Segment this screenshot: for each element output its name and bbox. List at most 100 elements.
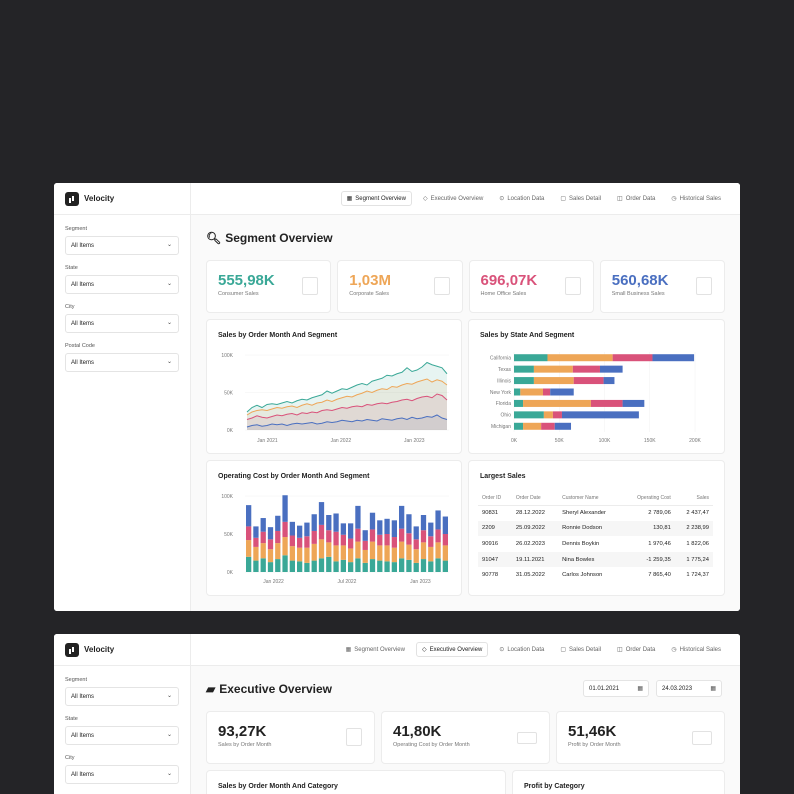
bar-segment[interactable] [377,560,383,572]
bar-segment[interactable] [413,539,419,550]
bar-segment[interactable] [406,544,412,560]
bar-segment[interactable] [318,502,325,525]
bar-segment[interactable] [435,510,441,530]
bar-segment[interactable] [391,562,397,572]
bar-segment[interactable] [253,526,259,538]
bar-segment[interactable] [406,514,412,534]
bar-segment[interactable] [612,354,653,362]
date-from-input[interactable]: 01.01.2021 ▦ [583,680,649,697]
bar-segment[interactable] [406,533,412,545]
brand[interactable]: Velocity [54,183,190,215]
bar-segment[interactable] [442,545,448,561]
bar-segment[interactable] [428,522,434,537]
bar-segment[interactable] [435,558,441,572]
bar-segment[interactable] [391,547,397,563]
bar-segment[interactable] [420,515,427,531]
bar-segment[interactable] [260,558,266,572]
tab-location-data[interactable]: ⊙ Location Data [494,643,549,656]
state-select[interactable]: All Items ⌄ [65,275,179,294]
bar-segment[interactable] [333,531,339,546]
bar-segment[interactable] [362,549,368,563]
bar-segment[interactable] [377,534,383,546]
bar-segment[interactable] [311,514,317,531]
state-select[interactable]: All Items ⌄ [65,726,179,745]
bar-segment[interactable] [541,422,555,430]
bar-segment[interactable] [369,541,376,560]
bar-segment[interactable] [355,528,361,542]
bar-segment[interactable] [304,522,310,537]
bar-segment[interactable] [355,558,361,572]
bar-segment[interactable] [355,541,361,559]
bar-segment[interactable] [282,521,288,538]
bar-segment[interactable] [561,411,639,419]
bar-segment[interactable] [547,354,613,362]
bar-segment[interactable] [246,556,252,572]
column-header[interactable]: Order Date [511,491,559,506]
bar-segment[interactable] [260,518,266,532]
bar-segment[interactable] [267,539,274,550]
bar-segment[interactable] [326,515,332,531]
bar-segment[interactable] [442,534,448,546]
table-row[interactable]: 90831 28.12.2022 Sheryl Alexander 2 789,06 2… [478,505,713,521]
bar-segment[interactable] [399,528,405,542]
bar-segment[interactable] [260,531,266,544]
bar-segment[interactable] [572,365,600,373]
bar-segment[interactable] [362,540,368,550]
table-row[interactable]: 90778 31.05.2022 Carlos Johnson 7 865,40 1 7… [478,567,713,583]
bar-segment[interactable] [406,559,412,572]
bar-segment[interactable] [297,525,303,538]
bar-segment[interactable] [348,523,354,539]
bar-segment[interactable] [289,546,295,561]
bar-segment[interactable] [340,559,346,572]
bar-segment[interactable] [428,546,434,562]
brand[interactable]: Velocity [54,634,190,666]
bar-segment[interactable] [311,530,317,544]
bar-segment[interactable] [435,529,441,543]
bar-segment[interactable] [384,534,390,546]
bar-segment[interactable] [442,516,448,534]
bar-segment[interactable] [514,388,521,396]
bar-segment[interactable] [590,399,623,407]
bar-segment[interactable] [435,542,441,559]
bar-segment[interactable] [384,561,390,572]
bar-segment[interactable] [550,388,574,396]
bar-segment[interactable] [399,541,405,559]
bar-segment[interactable] [599,365,623,373]
bar-segment[interactable] [267,549,274,563]
bar-segment[interactable] [348,538,354,549]
bar-segment[interactable] [573,377,604,385]
bar-segment[interactable] [282,537,288,556]
bar-segment[interactable] [282,555,288,572]
bar-segment[interactable] [652,354,695,362]
bar-segment[interactable] [399,558,405,572]
bar-segment[interactable] [552,411,562,419]
bar-segment[interactable] [355,505,361,529]
bar-segment[interactable] [275,530,281,544]
bar-segment[interactable] [554,422,572,430]
bar-segment[interactable] [413,526,419,540]
bar-segment[interactable] [253,560,259,572]
bar-segment[interactable] [289,560,295,572]
bar-segment[interactable] [362,530,368,541]
bar-segment[interactable] [246,505,252,527]
bar-segment[interactable] [340,545,346,560]
column-header[interactable]: Order ID [478,491,512,506]
table-row[interactable]: 90916 26.02.2023 Dennis Boykin 1 970,46 1 82… [478,536,713,552]
tab-segment-overview[interactable]: ▦ Segment Overview [341,643,410,656]
bar-segment[interactable] [340,534,346,546]
tab-historical-sales[interactable]: ◷ Historical Sales [666,643,726,656]
table-row[interactable]: 91047 19.11.2021 Nina Bowles -1 259,35 1 775… [478,551,713,568]
bar-segment[interactable] [622,399,645,407]
bar-segment[interactable] [369,559,376,572]
column-header[interactable]: Customer Name [558,491,623,506]
bar-segment[interactable] [442,560,448,572]
bar-segment[interactable] [384,545,390,562]
bar-segment[interactable] [369,529,376,542]
tab-segment-overview[interactable]: ▦ Segment Overview [340,191,412,206]
bar-segment[interactable] [246,526,252,541]
bar-segment[interactable] [369,512,376,530]
bar-segment[interactable] [282,495,288,522]
bar-segment[interactable] [318,558,325,572]
bar-segment[interactable] [267,527,274,540]
bar-segment[interactable] [289,535,295,547]
